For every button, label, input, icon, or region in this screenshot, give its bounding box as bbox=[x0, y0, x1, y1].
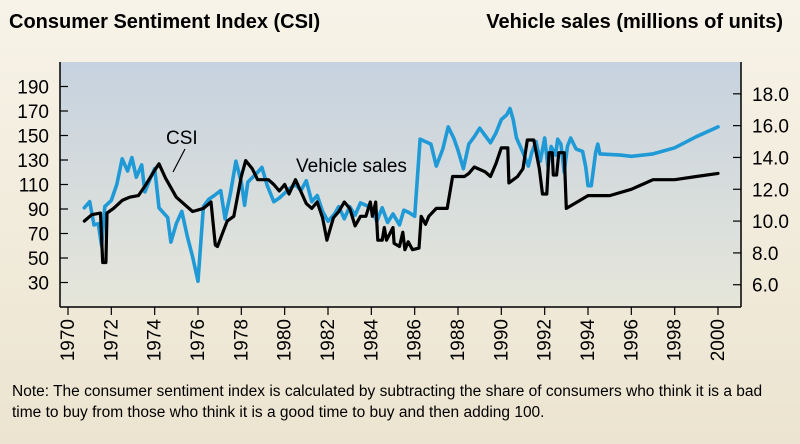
x-tick-label: 1976 bbox=[188, 319, 209, 361]
x-tick-label: 1984 bbox=[361, 319, 382, 362]
y-right-tick-label: 14.0 bbox=[752, 148, 789, 169]
y-left-tick-label: 190 bbox=[17, 78, 49, 99]
x-tick-label: 1974 bbox=[145, 319, 166, 362]
y-right-tick-label: 10.0 bbox=[752, 212, 789, 233]
x-tick-label: 1992 bbox=[535, 319, 556, 361]
footnote: Note: The consumer sentiment index is ca… bbox=[12, 383, 763, 421]
x-tick-label: 1986 bbox=[405, 319, 426, 361]
x-tick-label: 1994 bbox=[578, 319, 599, 362]
x-tick-label: 1980 bbox=[275, 319, 296, 361]
right-axis-title: Vehicle sales (millions of units) bbox=[486, 11, 783, 33]
csi-annotation-leader bbox=[172, 148, 186, 173]
y-left-tick-label: 70 bbox=[28, 225, 49, 246]
x-tick-label: 1988 bbox=[448, 319, 469, 361]
x-tick-label: 1998 bbox=[665, 319, 686, 361]
x-tick-label: 1996 bbox=[621, 319, 642, 361]
vehicle-sales-series-line bbox=[82, 138, 720, 265]
y-right-tick-label: 12.0 bbox=[752, 180, 789, 201]
x-tick-label: 2000 bbox=[708, 319, 729, 361]
y-left-tick-label: 90 bbox=[28, 200, 49, 221]
vehicle-sales-annotation: Vehicle sales bbox=[296, 156, 407, 177]
y-right-tick-label: 6.0 bbox=[752, 276, 778, 297]
x-tick-label: 1970 bbox=[58, 319, 79, 361]
y-left-tick-label: 110 bbox=[19, 176, 49, 197]
y-left-tick-label: 50 bbox=[28, 249, 49, 270]
y-right-tick-label: 8.0 bbox=[752, 244, 778, 265]
x-tick-label: 1978 bbox=[231, 319, 252, 361]
plot-area bbox=[60, 62, 741, 307]
y-right-tick-label: 18.0 bbox=[752, 85, 789, 106]
x-tick-label: 1990 bbox=[491, 319, 512, 361]
x-tick-label: 1972 bbox=[101, 319, 122, 361]
y-right-tick-label: 16.0 bbox=[752, 117, 789, 138]
y-left-tick-label: 130 bbox=[17, 151, 49, 172]
y-left-tick-label: 30 bbox=[28, 274, 49, 295]
y-left-tick-label: 170 bbox=[17, 102, 49, 123]
x-tick-label: 1982 bbox=[318, 319, 339, 361]
csi-annotation: CSI bbox=[166, 128, 198, 149]
y-left-tick-label: 150 bbox=[17, 127, 49, 148]
left-axis-title: Consumer Sentiment Index (CSI) bbox=[9, 11, 320, 33]
